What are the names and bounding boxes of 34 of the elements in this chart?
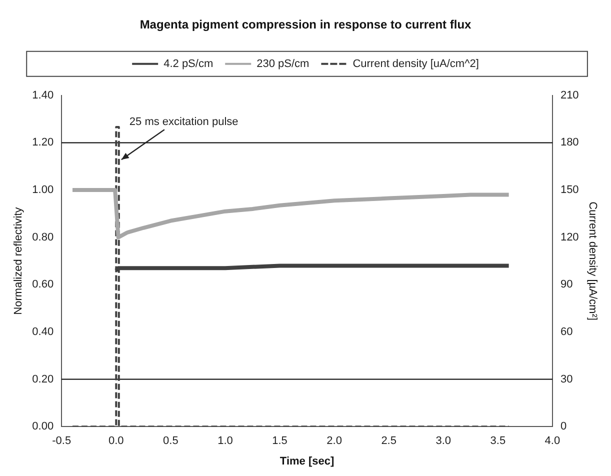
x-tick-label: 1.0 — [218, 435, 233, 448]
y-tick-label: 1.40 — [32, 89, 54, 102]
x-tick-label: 3.0 — [436, 435, 452, 448]
annotation: 25 ms excitation pulse — [129, 116, 238, 128]
x-tick-label: 1.5 — [272, 435, 288, 448]
y2-tick-label: 150 — [560, 184, 579, 196]
y-tick-label: 1.00 — [32, 184, 54, 196]
y2-tick-label: 30 — [560, 373, 573, 386]
x-axis-title: Time [sec] — [280, 455, 334, 468]
y2-tick-label: 0 — [560, 420, 567, 433]
y2-tick-label: 120 — [560, 231, 579, 244]
y-tick-label: 0.20 — [32, 373, 54, 386]
legend-label: 4.2 pS/cm — [164, 58, 214, 70]
x-tick-label: 4.0 — [544, 435, 560, 448]
x-tick-label: 3.5 — [490, 435, 506, 448]
y-tick-label: 0.80 — [32, 231, 54, 244]
y2-tick-label: 180 — [560, 136, 579, 149]
y2-tick-label: 90 — [560, 278, 573, 291]
y2-tick-label: 60 — [560, 326, 573, 338]
x-tick-label: 0.0 — [108, 435, 124, 448]
y-tick-label: 0.00 — [32, 420, 54, 433]
y-tick-label: 0.40 — [32, 326, 54, 338]
x-tick-label: 2.5 — [381, 435, 396, 448]
x-tick-label: 0.5 — [163, 435, 178, 448]
legend-label: 230 pS/cm — [256, 58, 310, 70]
y-axis-title: Normalized reflectivity — [12, 206, 25, 315]
x-tick-label: -0.5 — [52, 435, 72, 448]
y2-axis-title: Current density [µA/cm²] — [586, 202, 598, 320]
chart-title: Magenta pigment compression in response to current flux — [140, 18, 472, 32]
y-tick-label: 0.60 — [32, 278, 54, 291]
y2-tick-label: 210 — [560, 89, 579, 102]
legend-label: Current density [uA/cm^2] — [352, 58, 479, 70]
y-tick-label: 1.20 — [32, 136, 54, 149]
x-tick-label: 2.0 — [326, 435, 342, 448]
